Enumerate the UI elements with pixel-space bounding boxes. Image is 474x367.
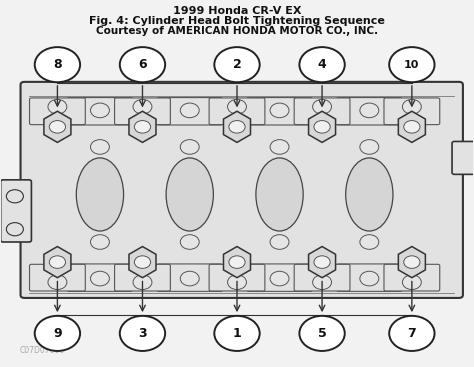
Circle shape: [270, 235, 289, 249]
Circle shape: [389, 316, 435, 351]
Text: 1: 1: [233, 327, 241, 340]
FancyBboxPatch shape: [294, 98, 350, 125]
Text: 8: 8: [53, 58, 62, 71]
Text: 7: 7: [408, 327, 416, 340]
FancyBboxPatch shape: [115, 264, 170, 291]
Text: 5: 5: [318, 327, 327, 340]
Polygon shape: [129, 111, 156, 142]
Circle shape: [314, 120, 330, 133]
Circle shape: [48, 275, 67, 290]
FancyBboxPatch shape: [452, 141, 474, 174]
Text: 6: 6: [138, 58, 147, 71]
Circle shape: [300, 316, 345, 351]
Circle shape: [214, 316, 260, 351]
Circle shape: [180, 271, 199, 286]
Circle shape: [180, 235, 199, 249]
Circle shape: [133, 99, 152, 114]
Circle shape: [360, 103, 379, 118]
FancyBboxPatch shape: [384, 98, 440, 125]
Text: 9: 9: [53, 327, 62, 340]
Circle shape: [180, 139, 199, 154]
FancyBboxPatch shape: [156, 98, 223, 125]
Circle shape: [314, 256, 330, 268]
Ellipse shape: [76, 158, 124, 231]
FancyBboxPatch shape: [209, 98, 265, 125]
Circle shape: [270, 139, 289, 154]
Circle shape: [300, 47, 345, 82]
FancyBboxPatch shape: [336, 264, 402, 291]
FancyBboxPatch shape: [29, 264, 85, 291]
Circle shape: [49, 256, 65, 268]
Circle shape: [270, 103, 289, 118]
Circle shape: [91, 103, 109, 118]
Ellipse shape: [256, 158, 303, 231]
Ellipse shape: [166, 158, 213, 231]
Circle shape: [228, 275, 246, 290]
Circle shape: [91, 235, 109, 249]
Polygon shape: [398, 111, 425, 142]
Circle shape: [360, 235, 379, 249]
Circle shape: [229, 256, 245, 268]
Circle shape: [360, 139, 379, 154]
Circle shape: [389, 47, 435, 82]
Text: Courtesy of AMERICAN HONDA MOTOR CO., INC.: Courtesy of AMERICAN HONDA MOTOR CO., IN…: [96, 26, 378, 36]
Circle shape: [48, 99, 67, 114]
Polygon shape: [44, 111, 71, 142]
Circle shape: [402, 99, 421, 114]
Circle shape: [91, 271, 109, 286]
FancyBboxPatch shape: [246, 264, 313, 291]
Circle shape: [402, 275, 421, 290]
Circle shape: [120, 47, 165, 82]
Circle shape: [134, 256, 151, 268]
Circle shape: [49, 120, 65, 133]
Circle shape: [6, 190, 23, 203]
Polygon shape: [129, 247, 156, 278]
FancyBboxPatch shape: [246, 98, 313, 125]
Circle shape: [6, 223, 23, 236]
FancyBboxPatch shape: [384, 264, 440, 291]
FancyBboxPatch shape: [20, 82, 463, 298]
FancyBboxPatch shape: [294, 264, 350, 291]
Text: 1999 Honda CR-V EX: 1999 Honda CR-V EX: [173, 6, 301, 16]
FancyBboxPatch shape: [115, 98, 170, 125]
Text: 2: 2: [233, 58, 241, 71]
FancyBboxPatch shape: [156, 264, 223, 291]
Polygon shape: [224, 247, 250, 278]
Polygon shape: [44, 247, 71, 278]
Circle shape: [133, 275, 152, 290]
Circle shape: [91, 139, 109, 154]
Polygon shape: [309, 247, 336, 278]
Polygon shape: [224, 111, 250, 142]
FancyBboxPatch shape: [336, 98, 402, 125]
Circle shape: [120, 316, 165, 351]
FancyBboxPatch shape: [0, 180, 31, 242]
Circle shape: [134, 120, 151, 133]
Ellipse shape: [346, 158, 393, 231]
Text: 3: 3: [138, 327, 147, 340]
FancyBboxPatch shape: [209, 264, 265, 291]
Circle shape: [214, 47, 260, 82]
Circle shape: [180, 103, 199, 118]
Circle shape: [313, 99, 331, 114]
Circle shape: [35, 47, 80, 82]
Text: 4: 4: [318, 58, 327, 71]
Polygon shape: [309, 111, 336, 142]
Circle shape: [35, 316, 80, 351]
Text: 10: 10: [404, 60, 419, 70]
Text: C07D07000: C07D07000: [19, 346, 65, 355]
Circle shape: [360, 271, 379, 286]
Polygon shape: [398, 247, 425, 278]
Circle shape: [228, 99, 246, 114]
FancyBboxPatch shape: [67, 98, 133, 125]
Circle shape: [404, 120, 420, 133]
FancyBboxPatch shape: [29, 98, 85, 125]
Circle shape: [270, 271, 289, 286]
Circle shape: [313, 275, 331, 290]
Circle shape: [229, 120, 245, 133]
Circle shape: [404, 256, 420, 268]
Text: Fig. 4: Cylinder Head Bolt Tightening Sequence: Fig. 4: Cylinder Head Bolt Tightening Se…: [89, 16, 385, 26]
FancyBboxPatch shape: [67, 264, 133, 291]
